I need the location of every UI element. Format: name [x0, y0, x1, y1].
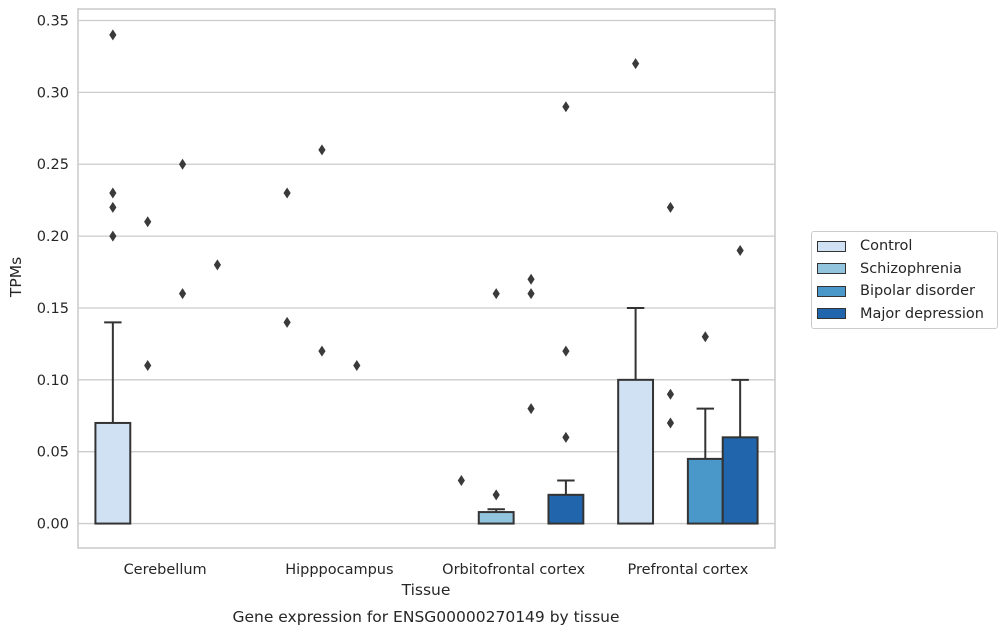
chart-title: Gene expression for ENSG00000270149 by t…: [232, 608, 619, 626]
outlier-point: [562, 431, 570, 443]
legend-swatch: [817, 240, 846, 252]
plot-frame: [77, 8, 776, 549]
legend-label: Control: [860, 238, 913, 255]
y-tick-label: 0.05: [37, 445, 69, 461]
legend-label: Schizophrenia: [860, 260, 962, 277]
legend: Control Schizophrenia Bipolar disorder Majo…: [811, 231, 998, 329]
outlier-point: [178, 288, 187, 300]
outlier-point: [283, 187, 291, 199]
y-axis-title: TPMs: [7, 257, 25, 298]
outlier-point: [527, 403, 535, 415]
x-tick-labels: Cerebellum Hipppocampus Orbitofrontal cort…: [124, 562, 749, 578]
legend-item: Bipolar disorder: [812, 280, 997, 303]
outlier-point: [562, 101, 570, 113]
y-tick-label: 0.30: [37, 85, 69, 101]
y-tick-label: 0.10: [37, 373, 69, 389]
bar: [686, 457, 724, 525]
outlier-point: [109, 29, 117, 41]
x-axis-title: Tissue: [401, 581, 451, 599]
x-tick-label: Orbitofrontal cortex: [442, 562, 585, 578]
outlier-point: [109, 187, 117, 199]
outlier-point: [666, 417, 675, 429]
outlier-point: [353, 359, 361, 371]
y-tick-label: 0.25: [37, 157, 69, 173]
x-tick-label: Prefrontal cortex: [627, 562, 748, 578]
legend-item: Schizophrenia: [812, 258, 997, 281]
legend-swatch: [817, 308, 846, 320]
legend-swatch: [817, 263, 846, 275]
outlier-point: [318, 144, 326, 156]
y-tick-label: 0.15: [37, 301, 69, 317]
whiskers: [104, 306, 749, 513]
legend-item: Control: [812, 235, 997, 258]
outlier-point: [492, 489, 500, 501]
outlier-point: [109, 230, 117, 242]
outlier-point: [492, 288, 500, 300]
bar: [617, 378, 655, 525]
outlier-point: [666, 201, 675, 213]
outlier-point: [666, 388, 675, 400]
outlier-point: [144, 216, 152, 228]
outlier-point: [562, 345, 570, 357]
bar: [94, 421, 132, 525]
bar: [721, 436, 759, 525]
outlier-point: [736, 244, 744, 256]
outlier-point: [283, 316, 291, 328]
y-tick-label: 0.00: [37, 517, 69, 533]
outlier-point: [527, 273, 535, 285]
outlier-point: [109, 201, 117, 213]
outlier-point: [701, 331, 709, 343]
x-tick-label: Cerebellum: [124, 562, 207, 578]
y-tick-labels: 0.00 0.05 0.10 0.15 0.20 0.25 0.30 0.35: [37, 13, 69, 532]
legend-label: Major depression: [860, 305, 984, 322]
legend-item: Major depression: [812, 303, 997, 326]
outlier-point: [527, 288, 535, 300]
bar: [477, 511, 515, 525]
legend-swatch: [817, 285, 846, 297]
gridlines: [78, 19, 775, 525]
y-tick-label: 0.35: [37, 13, 69, 29]
outlier-point: [178, 158, 187, 170]
outlier-point: [632, 58, 640, 70]
outlier-point: [213, 259, 221, 271]
legend-label: Bipolar disorder: [860, 283, 975, 300]
bar: [547, 493, 585, 525]
outliers: [109, 29, 744, 501]
bars: [94, 378, 759, 525]
x-tick-label: Hipppocampus: [285, 562, 393, 578]
outlier-point: [144, 359, 152, 371]
y-tick-label: 0.20: [37, 229, 69, 245]
outlier-point: [318, 345, 326, 357]
outlier-point: [457, 474, 465, 486]
